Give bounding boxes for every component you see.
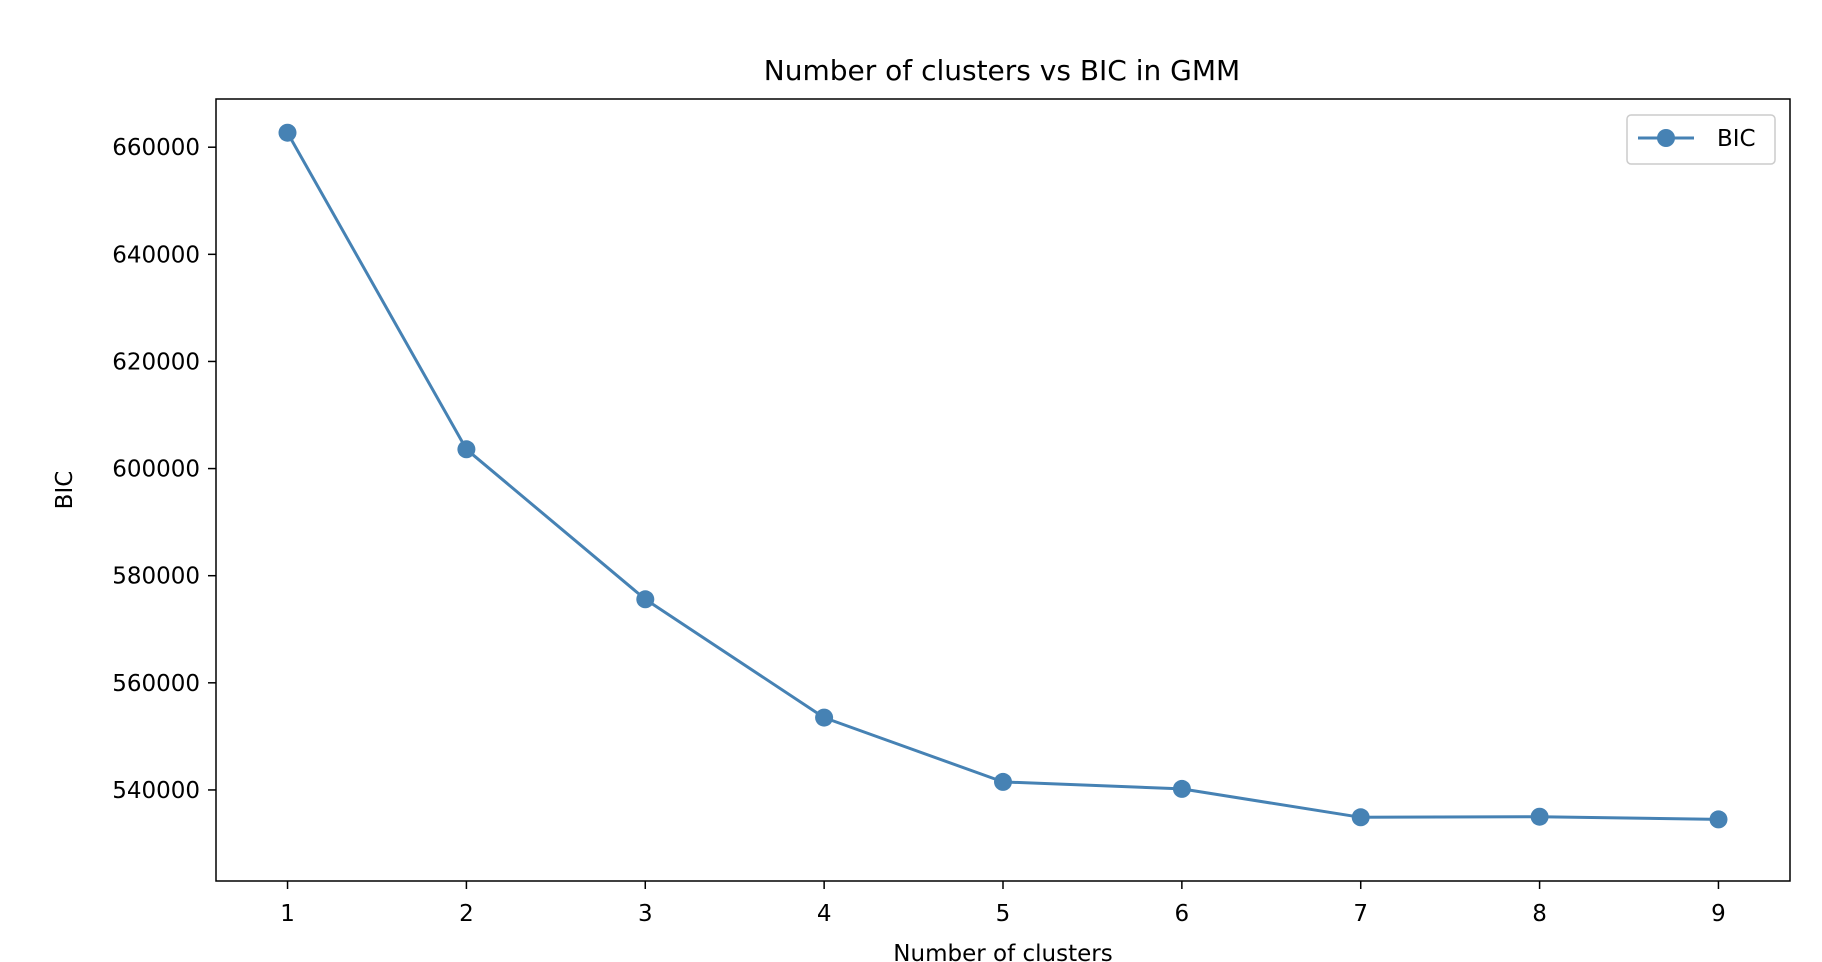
y-tick-label: 580000 bbox=[112, 564, 200, 590]
x-tick-label: 9 bbox=[1711, 901, 1726, 927]
x-tick-label: 2 bbox=[459, 901, 474, 927]
chart-title: Number of clusters vs BIC in GMM bbox=[764, 54, 1240, 87]
data-point bbox=[636, 590, 655, 609]
data-point bbox=[994, 772, 1012, 791]
y-tick-label: 560000 bbox=[112, 671, 200, 697]
x-tick-label: 8 bbox=[1532, 901, 1547, 927]
y-tick-label: 540000 bbox=[112, 778, 200, 804]
data-point bbox=[1351, 808, 1370, 827]
x-tick-label: 1 bbox=[280, 901, 295, 927]
x-tick-label: 6 bbox=[1175, 901, 1190, 927]
y-axis-ticks: 540000 560000 580000 600000 620000 640000 6600… bbox=[112, 135, 216, 804]
data-point bbox=[815, 708, 834, 727]
series-layer bbox=[278, 123, 1728, 829]
data-point bbox=[278, 123, 297, 142]
y-axis-label: BIC bbox=[52, 471, 78, 510]
y-tick-label: 620000 bbox=[112, 349, 200, 375]
x-axis-ticks: 1 2 3 4 5 6 7 8 9 bbox=[280, 881, 1726, 927]
plot-area-frame bbox=[215, 98, 1791, 882]
legend-marker bbox=[1657, 129, 1675, 147]
y-tick-label: 640000 bbox=[112, 242, 200, 268]
x-axis-label: Number of clusters bbox=[893, 941, 1112, 962]
data-point bbox=[1172, 779, 1191, 798]
legend-label-bic: BIC bbox=[1717, 126, 1756, 152]
data-point bbox=[1709, 810, 1728, 829]
x-tick-label: 3 bbox=[638, 901, 653, 927]
data-point bbox=[1530, 807, 1549, 826]
x-tick-label: 7 bbox=[1353, 901, 1368, 927]
legend: BIC bbox=[1626, 114, 1776, 165]
data-point bbox=[457, 440, 476, 459]
legend-box bbox=[1626, 114, 1776, 165]
y-tick-label: 600000 bbox=[112, 457, 200, 483]
x-tick-label: 5 bbox=[996, 901, 1011, 927]
y-tick-label: 660000 bbox=[112, 135, 200, 161]
x-tick-label: 4 bbox=[817, 901, 832, 927]
